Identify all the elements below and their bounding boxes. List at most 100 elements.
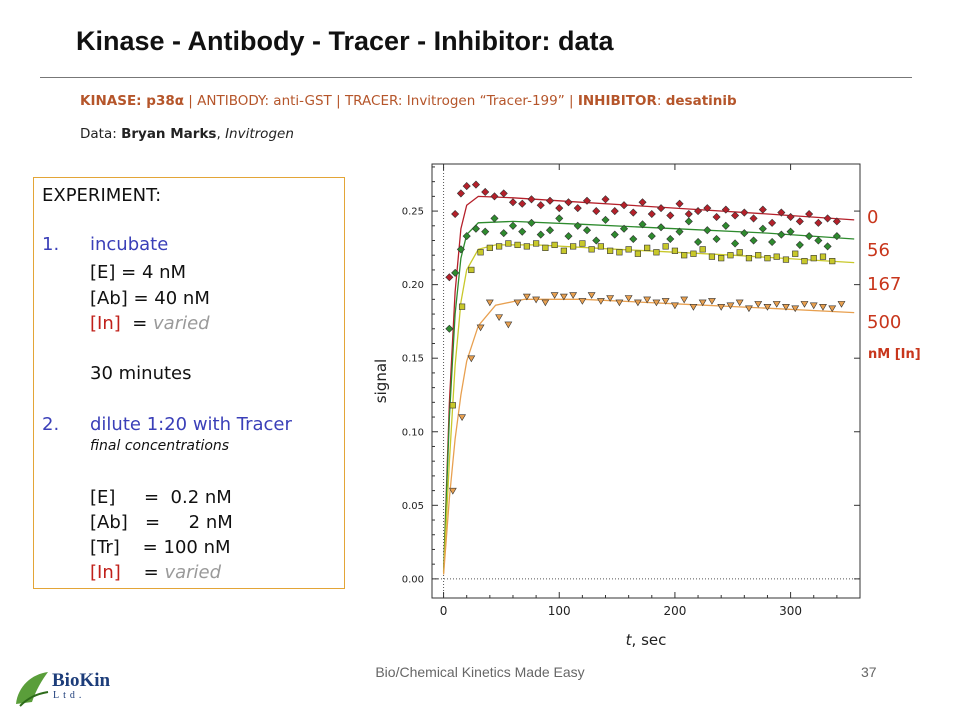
y-tick-label: 0.00 bbox=[402, 574, 424, 585]
data-point-56 bbox=[508, 221, 517, 230]
data-point-56 bbox=[545, 226, 555, 235]
data-point-500 bbox=[652, 299, 661, 307]
data-point-0 bbox=[471, 180, 480, 189]
data-point-0 bbox=[629, 208, 638, 217]
x-tick-label: 300 bbox=[779, 604, 802, 618]
data-point-167 bbox=[560, 247, 567, 254]
data-point-500 bbox=[782, 304, 790, 311]
data-point-167 bbox=[551, 241, 558, 249]
data-point-500 bbox=[828, 305, 837, 313]
experiment-heading: EXPERIMENT: bbox=[42, 185, 162, 206]
data-point-500 bbox=[513, 299, 522, 307]
logo-sub: Ltd. bbox=[53, 690, 86, 701]
step2-in-label: [In] bbox=[90, 562, 121, 583]
data-point-56 bbox=[573, 221, 582, 230]
data-point-0 bbox=[731, 211, 740, 220]
data-point-0 bbox=[527, 195, 536, 204]
data-point-500 bbox=[735, 299, 744, 307]
step1-line-in: [In] = varied bbox=[90, 315, 210, 333]
data-point-500 bbox=[606, 295, 615, 302]
inhibitor-value: desatinib bbox=[665, 93, 737, 109]
data-point-56 bbox=[592, 236, 601, 245]
data-point-0 bbox=[481, 187, 490, 196]
data-point-167 bbox=[819, 253, 827, 260]
data-point-167 bbox=[829, 257, 836, 265]
data-point-56 bbox=[518, 227, 527, 236]
data-point-56 bbox=[451, 268, 460, 277]
data-point-167 bbox=[542, 244, 549, 251]
data-point-167 bbox=[505, 240, 512, 247]
data-point-0 bbox=[684, 209, 693, 219]
data-point-56 bbox=[795, 240, 804, 249]
data-point-0 bbox=[555, 204, 564, 213]
data-point-56 bbox=[462, 232, 471, 241]
data-point-500 bbox=[458, 414, 467, 422]
biokin-leaf-icon bbox=[16, 672, 49, 707]
data-point-500 bbox=[661, 298, 670, 305]
page-number: 37 bbox=[861, 664, 877, 680]
data-point-500 bbox=[522, 293, 531, 301]
data-point-56 bbox=[456, 245, 465, 254]
data-point-56 bbox=[703, 226, 712, 235]
incubation-duration: 30 minutes bbox=[90, 363, 192, 384]
data-point-167 bbox=[495, 243, 503, 250]
data-point-0 bbox=[740, 208, 749, 217]
data-point-0 bbox=[786, 212, 795, 221]
data-point-500 bbox=[448, 487, 457, 495]
data-point-56 bbox=[786, 227, 795, 236]
data-point-167 bbox=[625, 246, 632, 253]
data-point-56 bbox=[694, 237, 703, 246]
data-point-500 bbox=[532, 296, 541, 304]
data-point-500 bbox=[726, 302, 735, 310]
data-point-500 bbox=[643, 296, 652, 304]
data-point-0 bbox=[768, 218, 777, 227]
data-point-500 bbox=[819, 304, 827, 311]
slide-title: Kinase - Antibody - Tracer - Inhibitor: … bbox=[76, 26, 614, 56]
data-point-500 bbox=[467, 355, 476, 363]
data-point-56 bbox=[629, 235, 638, 244]
data-point-56 bbox=[564, 232, 573, 241]
data-point-167 bbox=[597, 243, 604, 250]
data-point-167 bbox=[810, 255, 817, 262]
step1-label: incubate bbox=[90, 234, 169, 255]
step2-in-eq: = bbox=[120, 562, 165, 583]
data-point-167 bbox=[745, 255, 753, 262]
data-point-0 bbox=[795, 217, 804, 226]
data-point-500 bbox=[504, 321, 513, 329]
data-point-167 bbox=[634, 250, 642, 257]
data-point-500 bbox=[624, 295, 633, 302]
data-point-0 bbox=[758, 205, 767, 214]
data-point-0 bbox=[694, 207, 703, 216]
data-point-56 bbox=[536, 230, 545, 239]
data-point-0 bbox=[499, 189, 508, 198]
data-point-500 bbox=[708, 298, 716, 305]
step2-in-varied: varied bbox=[164, 562, 222, 583]
data-point-167 bbox=[764, 255, 771, 262]
data-point-167 bbox=[736, 249, 743, 256]
data-point-167 bbox=[570, 243, 577, 250]
data-point-0 bbox=[823, 214, 832, 223]
data-point-167 bbox=[782, 256, 790, 263]
data-point-56 bbox=[740, 229, 749, 238]
data-point-56 bbox=[601, 215, 610, 224]
credit-org: Invitrogen bbox=[225, 126, 294, 142]
data-point-0 bbox=[564, 198, 573, 207]
data-point-500 bbox=[633, 299, 642, 307]
step1-in-eq: = bbox=[120, 313, 154, 334]
step2-line-e: [E] = 0.2 nM bbox=[90, 487, 232, 508]
data-point-500 bbox=[578, 298, 587, 305]
fit-line-500 bbox=[442, 298, 855, 575]
data-point-56 bbox=[619, 224, 629, 233]
data-point-167 bbox=[533, 240, 540, 247]
step1-line-ab: [Ab] = 40 nM bbox=[90, 288, 210, 309]
data-point-0 bbox=[536, 201, 545, 210]
data-point-167 bbox=[662, 243, 669, 250]
step2-note: final concentrations bbox=[90, 438, 230, 454]
y-tick-label: 0.15 bbox=[402, 354, 424, 365]
data-point-56 bbox=[684, 217, 693, 226]
data-point-56 bbox=[805, 232, 814, 241]
inhibitor-key: INHIBITOR bbox=[577, 93, 657, 109]
credit-prefix: Data: bbox=[80, 126, 122, 142]
data-point-56 bbox=[582, 226, 592, 235]
data-point-56 bbox=[832, 232, 841, 241]
